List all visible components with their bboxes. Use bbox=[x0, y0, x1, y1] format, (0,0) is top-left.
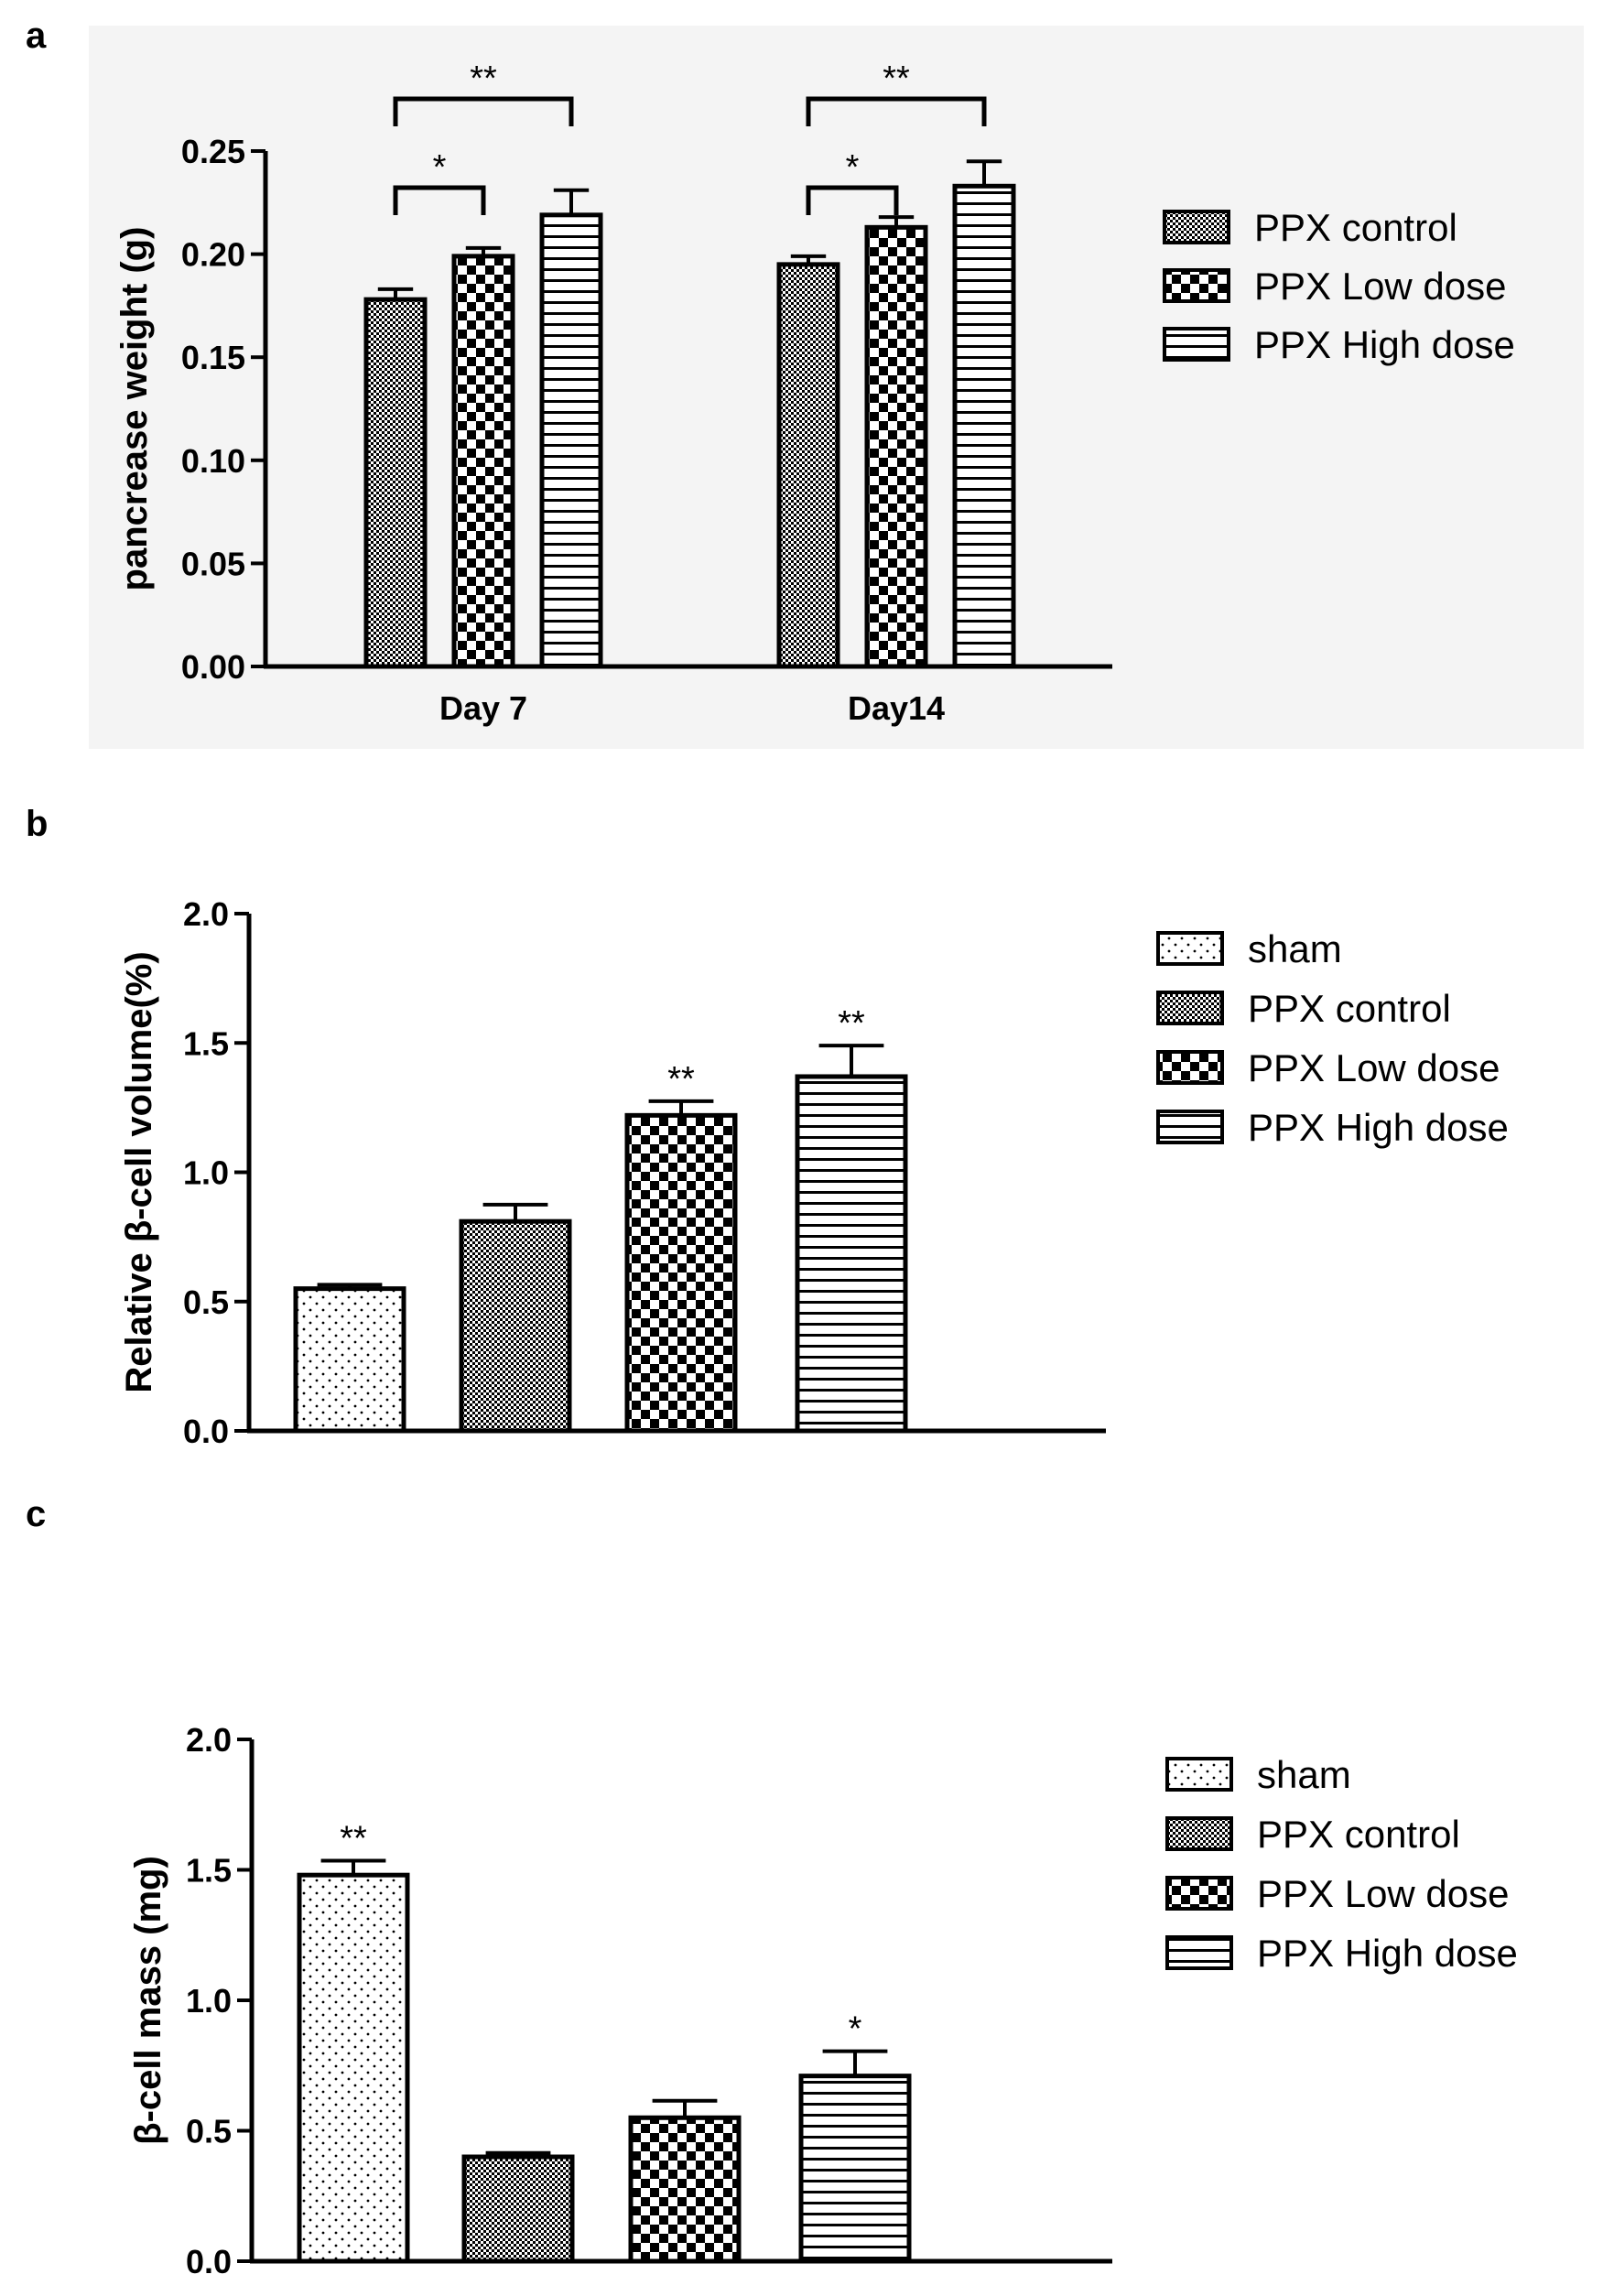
bar bbox=[459, 1218, 572, 1434]
legend-label: PPX Low dose bbox=[1257, 1872, 1510, 1915]
y-tick-label: 0.05 bbox=[181, 545, 245, 582]
legend-swatch bbox=[1165, 1876, 1233, 1911]
significance-bracket bbox=[393, 185, 486, 215]
bar bbox=[539, 212, 603, 669]
legend-label: sham bbox=[1257, 1753, 1351, 1796]
significance-label: * bbox=[846, 148, 860, 187]
significance-label: ** bbox=[340, 1820, 367, 1858]
y-tick-label: 1.0 bbox=[186, 1982, 232, 2020]
y-tick-label: 1.5 bbox=[186, 1852, 232, 1890]
legend-swatch bbox=[1165, 1816, 1233, 1851]
bar bbox=[624, 1112, 738, 1434]
x-tick-label: Day14 bbox=[848, 689, 945, 727]
y-axis-label: β-cell mass (mg) bbox=[128, 1856, 168, 2145]
legend-swatch bbox=[1156, 991, 1224, 1025]
bar bbox=[628, 2115, 742, 2264]
bar bbox=[776, 262, 840, 669]
legend-label: PPX control bbox=[1248, 987, 1451, 1030]
panel-c: c0.00.51.01.52.0β-cell mass (mg)***shamP… bbox=[26, 1494, 1518, 2280]
x-tick-label: Day 7 bbox=[439, 689, 527, 727]
legend-label: PPX High dose bbox=[1254, 323, 1515, 366]
y-tick-label: 1.0 bbox=[183, 1154, 229, 1192]
panel-b: b 0.0 0.5 1.0 1.5 2.0 Relative β-cell volume(%… bbox=[26, 804, 1509, 1450]
bar bbox=[363, 297, 428, 669]
panel-label-c: c bbox=[26, 1494, 46, 1534]
significance-label: ** bbox=[838, 1004, 865, 1043]
significance-label: ** bbox=[667, 1060, 695, 1099]
y-tick-label: 0.10 bbox=[181, 442, 245, 480]
bar bbox=[864, 224, 928, 669]
y-tick-label: 2.0 bbox=[186, 1721, 232, 1759]
y-tick-label: 0.0 bbox=[186, 2243, 232, 2280]
bar bbox=[795, 1074, 908, 1434]
legend-label: PPX High dose bbox=[1248, 1106, 1509, 1149]
significance-bracket bbox=[806, 185, 899, 215]
y-axis-label: Relative β-cell volume(%) bbox=[119, 951, 159, 1392]
bar bbox=[451, 254, 515, 669]
bar bbox=[798, 2074, 912, 2264]
significance-label: ** bbox=[883, 60, 910, 98]
y-tick-label: 2.0 bbox=[183, 895, 229, 933]
legend-label: sham bbox=[1248, 927, 1342, 970]
y-tick-label: 0.25 bbox=[181, 133, 245, 170]
legend-swatch bbox=[1156, 1110, 1224, 1144]
legend-swatch bbox=[1163, 268, 1230, 303]
significance-bracket bbox=[393, 96, 574, 126]
legend-swatch bbox=[1156, 931, 1224, 966]
legend-label: PPX Low dose bbox=[1248, 1046, 1500, 1089]
y-tick-label: 0.00 bbox=[181, 648, 245, 686]
legend-swatch bbox=[1165, 1757, 1233, 1792]
y-tick-label: 0.15 bbox=[181, 339, 245, 376]
legend-label: PPX control bbox=[1257, 1813, 1460, 1856]
panel-label-a: a bbox=[26, 16, 47, 56]
bar bbox=[461, 2154, 575, 2264]
legend-label: PPX High dose bbox=[1257, 1932, 1518, 1975]
panel-a: a 0.00 0.05 0.10 0.15 0.20 0.25 pancrease weigh… bbox=[26, 16, 1515, 727]
y-tick-label: 0.20 bbox=[181, 236, 245, 274]
legend-swatch bbox=[1156, 1050, 1224, 1085]
legend-swatch bbox=[1163, 210, 1230, 244]
legend-swatch bbox=[1165, 1935, 1233, 1970]
significance-label: * bbox=[433, 148, 447, 187]
legend-label: PPX control bbox=[1254, 206, 1457, 249]
y-tick-label: 1.5 bbox=[183, 1024, 229, 1062]
y-tick-label: 0.5 bbox=[183, 1283, 229, 1321]
significance-label: ** bbox=[470, 60, 497, 98]
y-tick-label: 0.0 bbox=[183, 1413, 229, 1450]
significance-label: * bbox=[849, 2010, 862, 2049]
legend-label: PPX Low dose bbox=[1254, 265, 1507, 308]
y-axis-label: pancrease weight (g) bbox=[114, 227, 155, 591]
legend-swatch bbox=[1163, 327, 1230, 362]
bar bbox=[293, 1286, 406, 1434]
bar bbox=[952, 183, 1016, 669]
bar bbox=[297, 1872, 410, 2264]
significance-bracket bbox=[806, 96, 987, 126]
y-tick-label: 0.5 bbox=[186, 2113, 232, 2150]
panel-label-b: b bbox=[26, 804, 48, 844]
